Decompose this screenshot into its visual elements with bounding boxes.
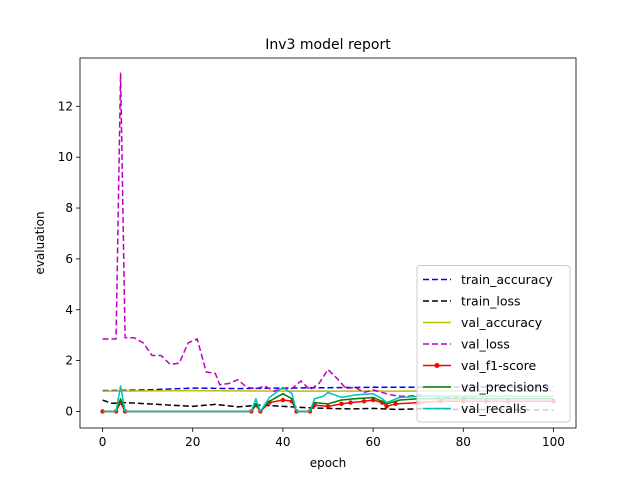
- y-axis: 0 2 4 6 8 10 12: [58, 99, 80, 418]
- x-tick-label: 40: [275, 435, 290, 449]
- y-tick-label: 0: [65, 404, 73, 418]
- x-tick-label: 80: [456, 435, 471, 449]
- y-tick-label: 6: [65, 252, 73, 266]
- chart-title: Inv3 model report: [265, 37, 391, 53]
- series-line-val-loss: [102, 72, 554, 400]
- y-tick-label: 10: [58, 150, 73, 164]
- legend-box: [416, 265, 571, 423]
- series-point-val-f1-score: [325, 404, 331, 409]
- y-tick-label: 12: [58, 99, 73, 113]
- series-line-val-recalls: [102, 385, 554, 413]
- legend-label-val-precisions: val_precisions: [461, 380, 549, 395]
- series-point-val-f1-score: [280, 397, 286, 403]
- series-point-val-f1-score: [100, 409, 105, 414]
- legend-label-val-loss: val_loss: [461, 337, 510, 352]
- x-axis-label: epoch: [310, 456, 347, 470]
- legend-label-val-f1-score: val_f1-score: [461, 358, 537, 373]
- legend-label-train-loss: train_loss: [461, 294, 521, 309]
- legend-marker-val-f1-score: [434, 363, 440, 368]
- series-point-val-f1-score: [393, 401, 398, 407]
- axes-frame: [79, 57, 577, 429]
- x-tick-label: 60: [365, 435, 380, 449]
- y-tick-label: 2: [65, 354, 73, 368]
- y-tick-label: 8: [65, 201, 73, 215]
- series-point-val-f1-score: [348, 400, 353, 405]
- legend: train_accuracy train_loss val_accuracy val_…: [416, 265, 571, 423]
- x-tick-label: 0: [99, 435, 107, 449]
- series-point-val-f1-score: [370, 397, 376, 403]
- y-tick-label: 4: [65, 303, 73, 317]
- x-tick-label: 100: [542, 435, 565, 449]
- series-point-val-f1-score: [361, 399, 367, 404]
- x-tick-label: 20: [185, 435, 200, 449]
- y-axis-label: evaluation: [33, 211, 47, 274]
- series-point-val-f1-score: [384, 404, 389, 409]
- legend-label-train-accuracy: train_accuracy: [461, 272, 553, 287]
- legend-label-val-accuracy: val_accuracy: [461, 315, 543, 330]
- legend-label-val-recalls: val_recalls: [461, 401, 526, 416]
- x-axis: 0 20 40 60 80 100: [99, 428, 565, 449]
- series-point-val-f1-score: [339, 401, 344, 407]
